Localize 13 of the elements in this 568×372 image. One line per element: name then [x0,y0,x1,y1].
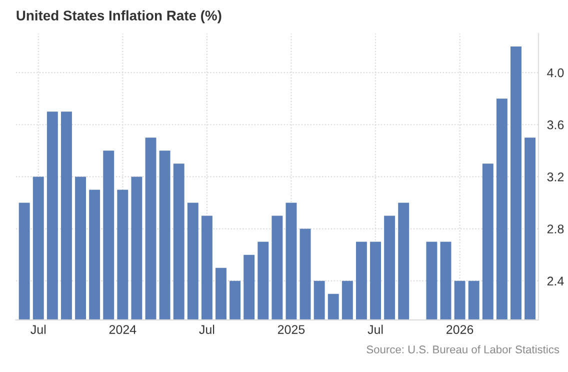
x-tick-label: Jul [199,324,214,334]
x-tick-label: 2025 [278,325,305,334]
x-tick-label: Jul [368,324,383,334]
source-note: Source: U.S. Bureau of Labor Statistics [366,345,560,354]
y-tick-label: 2.8 [547,224,564,234]
y-tick-label: 2.4 [547,276,564,286]
y-tick-label: 4.0 [547,68,564,78]
y-tick-label: 3.2 [547,172,564,182]
x-tick-label: Jul [30,324,46,334]
x-tick-label: 2026 [446,325,474,334]
chart-title: United States Inflation Rate (%) [16,10,222,24]
y-tick-label: 3.6 [547,120,564,130]
x-tick-label: 2024 [109,325,136,334]
